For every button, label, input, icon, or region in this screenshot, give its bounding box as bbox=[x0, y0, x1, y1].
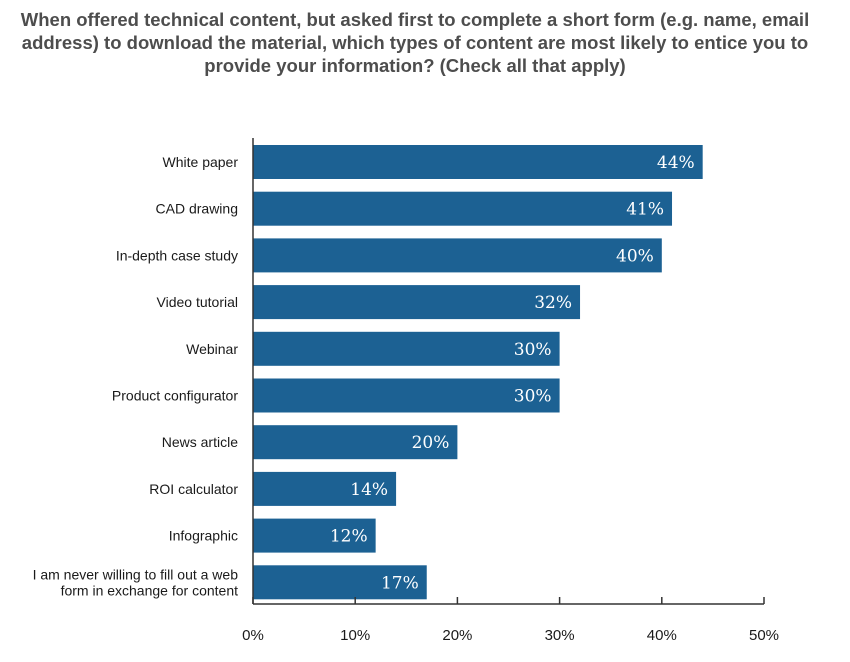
category-label: CAD drawing bbox=[156, 201, 238, 217]
category-label: I am never willing to fill out a web form… bbox=[33, 566, 239, 598]
bar bbox=[253, 331, 560, 366]
category-label: News article bbox=[162, 434, 238, 450]
bar bbox=[253, 518, 376, 553]
bar-value-label: 30% bbox=[514, 387, 552, 407]
category-label: ROI calculator bbox=[149, 481, 238, 497]
bar bbox=[253, 285, 581, 320]
bar bbox=[253, 378, 560, 413]
category-label-line: Infographic bbox=[169, 528, 238, 544]
bar bbox=[253, 191, 673, 226]
bar-value-label: 17% bbox=[381, 573, 419, 593]
category-label: Webinar bbox=[186, 341, 238, 357]
chart-title: When offered technical content, but aske… bbox=[20, 9, 810, 76]
category-label-line: News article bbox=[162, 434, 238, 450]
x-tick-label: 20% bbox=[442, 627, 472, 644]
category-label-line: ROI calculator bbox=[149, 481, 238, 497]
bar bbox=[253, 145, 703, 179]
category-label: Product configurator bbox=[112, 388, 238, 404]
bar bbox=[253, 238, 662, 273]
category-label: Video tutorial bbox=[157, 294, 238, 310]
bar-value-label: 14% bbox=[350, 480, 388, 500]
x-tick-label: 50% bbox=[749, 627, 779, 644]
category-label-line: form in exchange for content bbox=[61, 582, 239, 598]
category-label-line: Webinar bbox=[186, 341, 238, 357]
bar bbox=[253, 471, 397, 506]
bar-value-label: 32% bbox=[534, 293, 572, 313]
category-label-line: Video tutorial bbox=[157, 294, 238, 310]
bar-value-label: 12% bbox=[330, 527, 368, 547]
bar-value-label: 30% bbox=[514, 340, 552, 360]
x-tick-label: 0% bbox=[242, 627, 264, 644]
x-tick-label: 40% bbox=[647, 627, 677, 644]
category-label-line: White paper bbox=[163, 154, 239, 170]
bar bbox=[253, 565, 427, 600]
x-tick-label: 30% bbox=[545, 627, 575, 644]
bar bbox=[253, 425, 458, 460]
bar-value-label: 41% bbox=[626, 200, 664, 220]
category-label-line: Product configurator bbox=[112, 388, 238, 404]
category-label-line: In-depth case study bbox=[116, 247, 238, 263]
category-label: In-depth case study bbox=[116, 247, 238, 263]
bar-value-label: 44% bbox=[657, 153, 695, 173]
bar-value-label: 40% bbox=[616, 246, 654, 266]
category-label-line: CAD drawing bbox=[156, 201, 238, 217]
category-label: Infographic bbox=[169, 528, 238, 544]
category-label: White paper bbox=[163, 154, 239, 170]
bar-value-label: 20% bbox=[412, 433, 450, 453]
category-label-line: I am never willing to fill out a web bbox=[33, 566, 239, 582]
x-tick-label: 10% bbox=[340, 627, 370, 644]
